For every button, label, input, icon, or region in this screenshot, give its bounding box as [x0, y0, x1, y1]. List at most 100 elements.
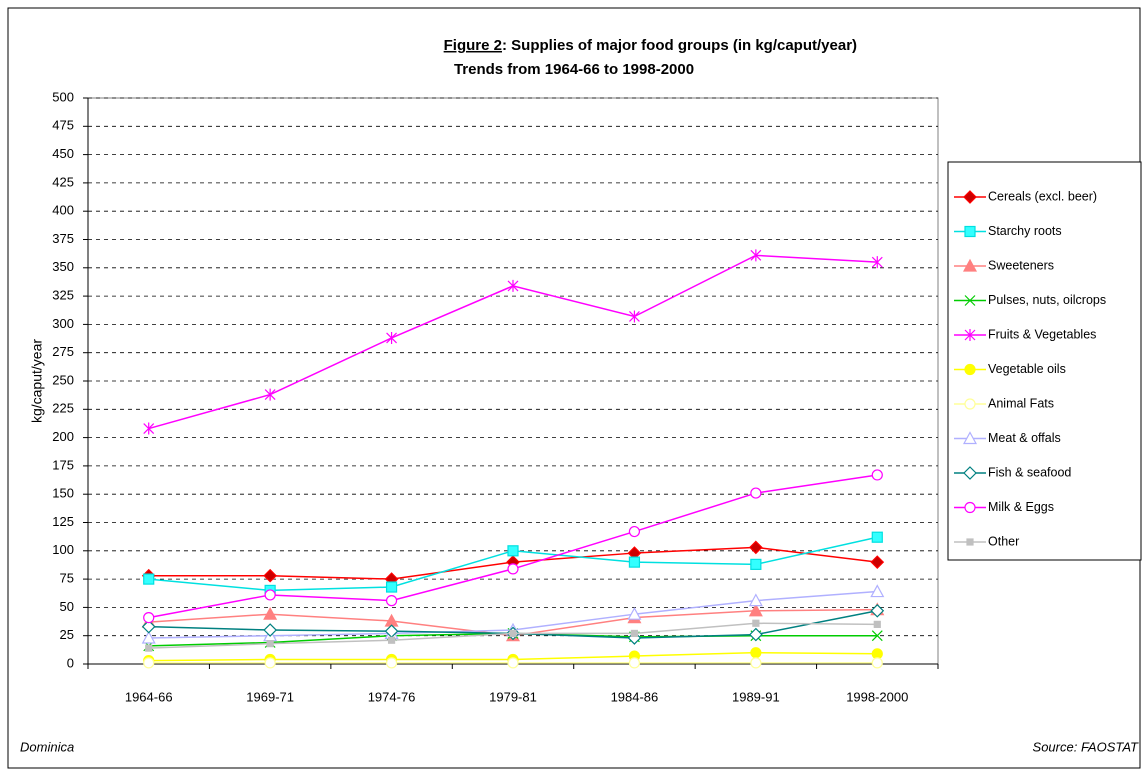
data-point	[749, 540, 763, 555]
y-tick-label: 250	[52, 372, 74, 387]
data-point	[507, 563, 519, 575]
data-point	[628, 657, 641, 669]
legend-label: Animal Fats	[988, 396, 1054, 410]
data-point	[507, 657, 519, 669]
y-tick-label: 450	[52, 146, 74, 161]
legend-marker	[963, 190, 977, 204]
y-tick-label: 375	[52, 231, 74, 246]
data-point	[750, 647, 762, 659]
y-tick-label: 300	[52, 316, 74, 331]
legend-marker	[964, 329, 976, 341]
y-axis-label: kg/caput/year	[29, 339, 45, 423]
data-point	[750, 487, 762, 499]
y-tick-label: 325	[52, 288, 74, 303]
y-tick-label: 0	[67, 655, 74, 670]
data-point	[871, 657, 883, 669]
legend-marker	[964, 225, 976, 238]
data-point	[871, 256, 883, 269]
data-point	[386, 331, 397, 344]
data-point	[871, 531, 883, 543]
x-tick-label: 1974-76	[368, 689, 416, 704]
y-tick-label: 275	[52, 344, 74, 359]
y-tick-label: 75	[60, 571, 74, 586]
data-point	[870, 603, 885, 618]
data-point	[750, 558, 762, 570]
data-point	[263, 623, 277, 637]
legend-marker	[964, 295, 976, 306]
x-tick-label: 1969-71	[246, 689, 294, 704]
x-tick-label: 1984-86	[611, 689, 659, 704]
legend-marker	[964, 501, 976, 514]
data-point	[630, 629, 639, 638]
data-point	[387, 636, 396, 644]
legend-label: Cereals (excl. beer)	[988, 189, 1097, 203]
data-point	[871, 469, 883, 481]
chart-subtitle: Trends from 1964-66 to 1998-2000	[454, 61, 694, 78]
x-tick-label: 1979-81	[489, 689, 537, 704]
legend-marker	[962, 431, 978, 445]
data-point	[263, 606, 278, 620]
y-tick-label: 25	[60, 627, 74, 642]
data-point	[873, 620, 881, 628]
figure-label: Figure 2	[444, 37, 502, 54]
y-tick-label: 150	[52, 486, 74, 501]
data-point	[264, 589, 276, 601]
data-point	[141, 630, 156, 644]
legend-marker	[963, 466, 977, 480]
legend-label: Vegetable oils	[988, 362, 1066, 376]
legend-label: Milk & Eggs	[988, 500, 1054, 514]
data-point	[870, 584, 885, 598]
y-tick-label: 350	[52, 259, 74, 274]
data-point	[143, 422, 155, 435]
data-point	[143, 573, 155, 585]
data-point	[141, 619, 156, 634]
legend-box	[947, 161, 1142, 561]
x-tick-label: 1998-2000	[846, 689, 908, 704]
legend-label: Sweeteners	[988, 258, 1054, 272]
x-tick-label: 1989-91	[732, 689, 780, 704]
y-tick-label: 50	[60, 599, 74, 614]
y-tick-label: 175	[52, 457, 74, 472]
legend-marker	[962, 258, 978, 272]
legend-label: Meat & offals	[988, 431, 1061, 445]
data-point	[385, 657, 398, 669]
data-point	[264, 388, 276, 401]
data-point	[145, 644, 153, 652]
legend-label: Pulses, nuts, oilcrops	[988, 293, 1106, 307]
data-point	[264, 657, 276, 669]
data-point	[266, 640, 274, 648]
legend-label: Starchy roots	[988, 224, 1062, 238]
x-tick-label: 1964-66	[125, 689, 173, 704]
data-point	[629, 310, 640, 323]
data-point	[507, 545, 519, 557]
data-point	[871, 630, 883, 642]
data-point	[507, 279, 519, 292]
legend-marker	[966, 538, 974, 546]
y-tick-label: 425	[52, 174, 74, 189]
y-tick-label: 125	[52, 514, 74, 529]
y-tick-label: 100	[52, 542, 74, 557]
data-point	[385, 581, 398, 593]
chart-title: : Supplies of major food groups (in kg/c…	[502, 37, 857, 54]
data-point	[385, 595, 398, 607]
legend-marker	[964, 363, 976, 376]
data-point	[748, 603, 763, 617]
legend-marker	[964, 398, 976, 410]
footnote: Dominica	[20, 739, 74, 754]
data-point	[870, 555, 885, 569]
data-point	[749, 627, 763, 642]
legend-label: Fish & seafood	[988, 465, 1071, 479]
data-point	[509, 629, 517, 638]
data-point	[263, 568, 277, 583]
legend-label: Other	[988, 534, 1019, 548]
data-point	[750, 657, 762, 669]
data-point	[752, 619, 760, 627]
data-point	[143, 657, 155, 669]
data-point	[143, 611, 155, 624]
data-point	[748, 593, 763, 607]
data-point	[627, 606, 642, 620]
y-tick-label: 200	[52, 429, 74, 444]
y-tick-label: 225	[52, 401, 74, 416]
data-point	[628, 525, 641, 538]
